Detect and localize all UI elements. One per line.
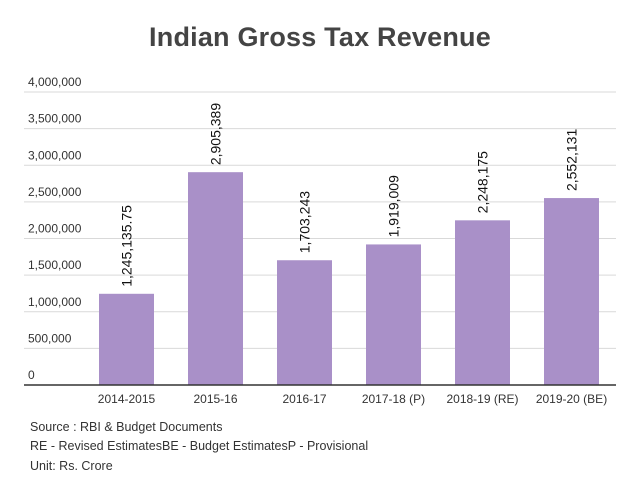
y-tick-label: 2,500,000	[28, 185, 82, 199]
bar	[277, 260, 332, 385]
y-tick-label: 1,500,000	[28, 258, 82, 272]
data-label: 2,905,389	[208, 103, 224, 165]
data-label: 1,245,135.75	[119, 205, 135, 287]
x-tick-label: 2016-17	[282, 392, 326, 406]
x-tick-label: 2017-18 (P)	[362, 392, 425, 406]
bar	[455, 220, 510, 385]
y-tick-label: 3,500,000	[28, 112, 82, 126]
data-label: 1,919,009	[386, 175, 402, 237]
x-tick-label: 2019-20 (BE)	[536, 392, 607, 406]
bar	[99, 293, 154, 385]
x-tick-label: 2018-19 (RE)	[446, 392, 518, 406]
x-tick-label: 2015-16	[193, 392, 237, 406]
y-tick-label: 500,000	[28, 331, 72, 345]
bar	[366, 244, 421, 385]
x-tick-label: 2014-2015	[98, 392, 156, 406]
unit-note: Unit: Rs. Crore	[30, 459, 113, 473]
source-note: Source : RBI & Budget Documents	[30, 420, 223, 434]
y-tick-label: 1,000,000	[28, 295, 82, 309]
y-tick-label: 2,000,000	[28, 222, 82, 236]
y-tick-label: 3,000,000	[28, 148, 82, 162]
chart-title: Indian Gross Tax Revenue	[149, 22, 491, 52]
bar	[544, 198, 599, 385]
y-tick-label: 4,000,000	[28, 75, 82, 89]
bar	[188, 172, 243, 385]
y-tick-label: 0	[28, 368, 35, 382]
estimates-legend-note: RE - Revised EstimatesBE - Budget Estima…	[30, 439, 369, 453]
data-label: 1,703,243	[297, 191, 313, 253]
data-label: 2,552,131	[564, 129, 580, 191]
data-label: 2,248,175	[475, 151, 491, 213]
